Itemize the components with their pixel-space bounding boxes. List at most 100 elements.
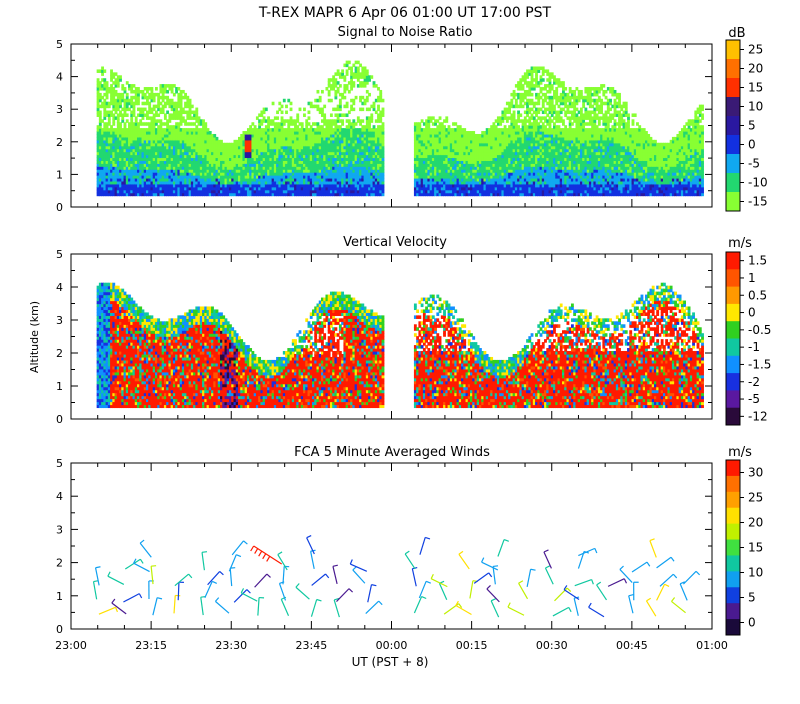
field-cell: [98, 95, 102, 100]
field-cell: [157, 189, 161, 194]
field-cell: [166, 154, 170, 159]
field-cell: [110, 69, 113, 73]
field-cell: [132, 169, 136, 173]
field-cell: [170, 139, 174, 144]
field-cell: [249, 148, 253, 153]
field-cell: [134, 101, 138, 106]
field-cell: [285, 169, 288, 173]
field-cell: [170, 145, 174, 150]
field-cell: [262, 142, 266, 147]
field-cell: [233, 172, 237, 176]
field-cell: [271, 119, 275, 123]
field-cell: [188, 154, 192, 159]
field-cell: [188, 160, 192, 164]
field-cell: [163, 157, 167, 161]
field-cell: [188, 136, 192, 141]
field-cell: [172, 107, 176, 112]
field-cell: [116, 104, 120, 109]
field-cell: [220, 175, 223, 179]
field-cell: [186, 145, 190, 150]
field-cell: [352, 81, 356, 85]
field-cell: [179, 166, 183, 170]
field-cell: [172, 177, 176, 182]
field-cell: [231, 172, 235, 176]
field-cell: [141, 172, 145, 176]
field-cell: [145, 160, 149, 164]
field-cell: [273, 133, 277, 138]
field-cell: [163, 163, 167, 167]
field-cell: [237, 136, 241, 141]
field-cell: [249, 131, 253, 135]
field-cell: [282, 98, 286, 103]
field-cell: [197, 133, 201, 138]
field-cell: [188, 104, 192, 109]
field-cell: [285, 172, 288, 176]
field-cell: [163, 113, 167, 117]
field-cell: [204, 183, 208, 188]
field-cell: [96, 160, 100, 164]
field-cell: [125, 128, 129, 132]
field-cell: [116, 95, 120, 100]
field-cell: [179, 107, 183, 112]
field-cell: [237, 186, 241, 191]
field-cell: [197, 119, 201, 123]
field-cell: [345, 101, 349, 106]
field-cell: [213, 169, 217, 173]
field-cell: [193, 175, 196, 179]
field-cell: [220, 177, 223, 182]
field-cell: [186, 166, 190, 170]
field-cell: [258, 157, 262, 161]
field-cell: [262, 192, 266, 197]
field-cell: [258, 183, 262, 188]
field-cell: [166, 136, 170, 141]
field-cell: [220, 148, 223, 153]
field-cell: [213, 166, 217, 170]
field-cell: [233, 192, 237, 197]
field-cell: [260, 163, 264, 167]
field-cell: [157, 113, 161, 117]
field-cell: [103, 84, 107, 88]
field-cell: [121, 107, 125, 112]
field-cell: [271, 169, 275, 173]
field-cell: [190, 169, 194, 173]
field-cell: [159, 148, 163, 153]
field-cell: [217, 177, 221, 182]
field-cell: [96, 157, 100, 161]
field-cell: [226, 163, 230, 167]
field-cell: [114, 128, 118, 132]
field-cell: [240, 157, 244, 161]
field-cell: [253, 151, 257, 156]
field-cell: [242, 148, 246, 153]
field-cell: [96, 78, 100, 82]
field-cell: [264, 139, 268, 144]
field-cell: [204, 154, 208, 159]
field-cell: [231, 163, 235, 167]
field-cell: [177, 128, 181, 132]
field-cell: [280, 148, 284, 153]
field-cell: [154, 128, 158, 132]
field-cell: [152, 92, 156, 97]
field-cell: [130, 133, 134, 138]
field-cell: [213, 139, 217, 144]
field-cell: [170, 142, 174, 147]
field-cell: [170, 183, 174, 188]
field-cell: [105, 110, 109, 115]
field-cell: [233, 186, 237, 191]
field-cell: [211, 145, 214, 150]
field-cell: [148, 172, 152, 176]
field-cell: [139, 192, 143, 197]
field-cell: [114, 192, 118, 197]
field-cell: [152, 160, 156, 164]
field-cell: [260, 192, 264, 197]
field-cell: [240, 186, 244, 191]
field-cell: [202, 125, 205, 129]
field-cell: [175, 169, 179, 173]
field-cell: [244, 183, 248, 188]
field-cell: [267, 131, 270, 135]
field-cell: [150, 180, 154, 185]
field-cell: [152, 175, 156, 179]
field-cell: [253, 157, 257, 161]
field-cell: [157, 166, 161, 170]
field-cell: [278, 169, 282, 173]
field-cell: [103, 151, 107, 156]
